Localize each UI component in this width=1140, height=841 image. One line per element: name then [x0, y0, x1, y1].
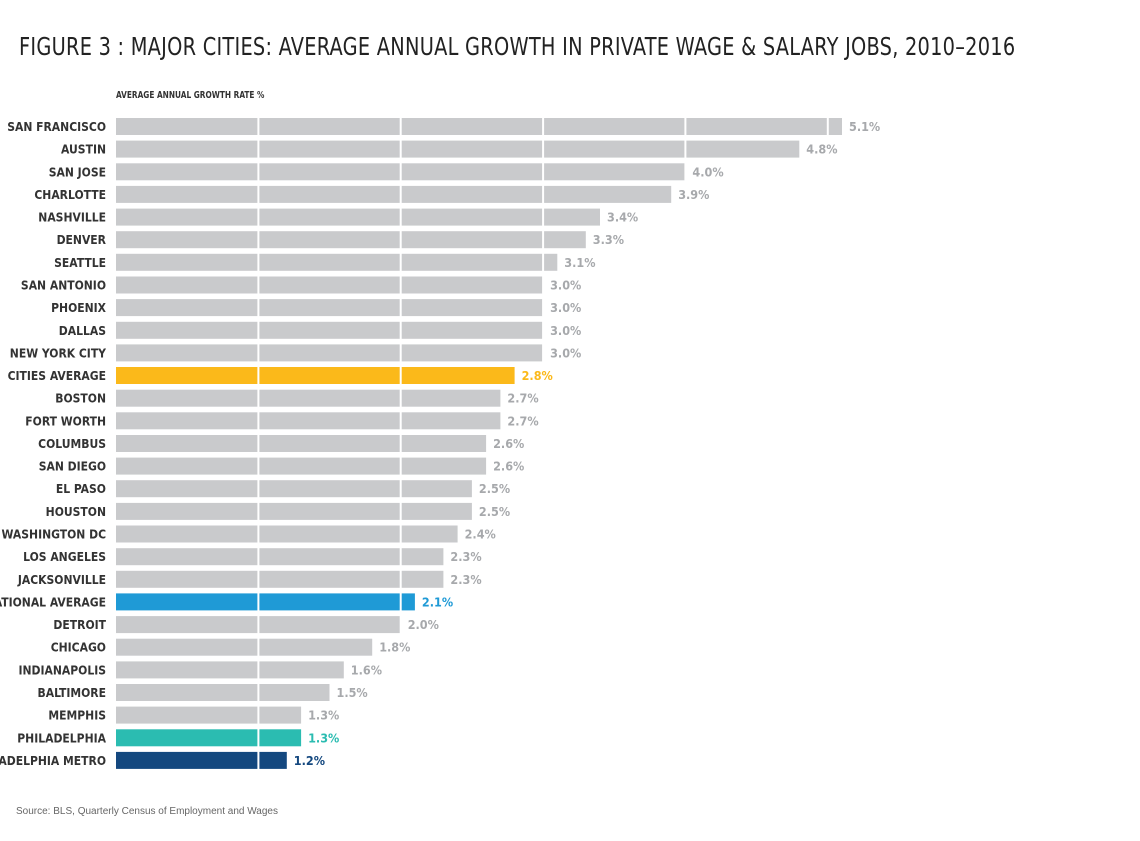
category-label-san-diego: SAN DIEGO: [39, 460, 106, 474]
x-axis-label: AVERAGE ANNUAL GROWTH RATE %: [116, 90, 265, 101]
bar-austin: [116, 140, 800, 158]
value-label-philadelphia: 1.3%: [308, 730, 339, 745]
category-label-national-average: NATIONAL AVERAGE: [0, 595, 106, 609]
bar-nashville: [116, 208, 600, 226]
category-label-cities-average: CITIES AVERAGE: [8, 369, 106, 383]
category-label-columbus: COLUMBUS: [38, 437, 106, 451]
bar-charlotte: [116, 185, 672, 203]
category-label-chicago: CHICAGO: [51, 641, 106, 655]
source-note: Source: BLS, Quarterly Census of Employm…: [16, 806, 278, 817]
value-label-philadelphia-metro: 1.2%: [294, 753, 325, 768]
bar-chicago: [116, 638, 373, 656]
bars-layer: [116, 118, 842, 769]
value-label-boston: 2.7%: [507, 391, 538, 406]
value-label-fort-worth: 2.7%: [507, 413, 538, 428]
chart-title: FIGURE 3 : MAJOR CITIES: AVERAGE ANNUAL …: [19, 32, 1016, 61]
value-label-denver: 3.3%: [593, 232, 624, 247]
value-label-cities-average: 2.8%: [522, 368, 553, 383]
category-label-san-jose: SAN JOSE: [49, 165, 106, 179]
value-label-san-francisco: 5.1%: [849, 119, 880, 134]
bar-philadelphia: [116, 729, 302, 747]
value-label-jacksonville: 2.3%: [450, 572, 481, 587]
value-label-austin: 4.8%: [806, 142, 837, 157]
bar-national-average: [116, 593, 415, 611]
value-label-national-average: 2.1%: [422, 594, 453, 609]
category-label-san-antonio: SAN ANTONIO: [21, 279, 106, 293]
value-label-chicago: 1.8%: [379, 640, 410, 655]
value-label-memphis: 1.3%: [308, 708, 339, 723]
bar-philadelphia-metro: [116, 751, 287, 769]
value-label-san-jose: 4.0%: [692, 164, 723, 179]
category-label-los-angeles: LOS ANGELES: [23, 550, 106, 564]
category-label-el-paso: EL PASO: [56, 482, 106, 496]
value-label-seattle: 3.1%: [564, 255, 595, 270]
value-label-houston: 2.5%: [479, 504, 510, 519]
bar-san-antonio: [116, 276, 544, 294]
category-label-charlotte: CHARLOTTE: [34, 188, 106, 202]
gridlines-layer: [257, 116, 829, 771]
bar-baltimore: [116, 684, 330, 701]
value-label-baltimore: 1.5%: [337, 685, 368, 700]
bar-dallas: [116, 321, 544, 339]
value-label-san-diego: 2.6%: [493, 459, 524, 474]
value-label-el-paso: 2.5%: [479, 481, 510, 496]
bar-new-york-city: [116, 344, 544, 362]
category-label-washington-dc: WASHINGTON DC: [2, 528, 107, 542]
value-label-columbus: 2.6%: [493, 436, 524, 451]
value-label-washington-dc: 2.4%: [465, 527, 496, 542]
bar-denver: [116, 231, 586, 249]
value-label-phoenix: 3.0%: [550, 300, 581, 315]
bar-columbus: [116, 435, 487, 452]
category-label-phoenix: PHOENIX: [51, 301, 107, 315]
category-label-philadelphia: PHILADELPHIA: [17, 731, 106, 745]
bar-phoenix: [116, 299, 544, 317]
bar-san-diego: [116, 457, 487, 475]
bar-washington-dc: [116, 525, 458, 543]
category-label-detroit: DETROIT: [53, 618, 106, 632]
bar-jacksonville: [116, 570, 444, 588]
category-label-dallas: DALLAS: [59, 324, 106, 338]
bar-boston: [116, 389, 501, 407]
value-label-san-antonio: 3.0%: [550, 278, 581, 293]
category-label-memphis: MEMPHIS: [48, 709, 106, 723]
value-label-los-angeles: 2.3%: [450, 549, 481, 564]
bar-houston: [116, 502, 472, 520]
category-label-jacksonville: JACKSONVILLE: [17, 573, 106, 587]
category-label-houston: HOUSTON: [46, 505, 106, 519]
category-label-nashville: NASHVILLE: [38, 211, 106, 225]
bar-indianapolis: [116, 661, 344, 679]
value-label-nashville: 3.4%: [607, 210, 638, 225]
category-label-seattle: SEATTLE: [54, 256, 106, 270]
bar-memphis: [116, 706, 302, 724]
bar-chart: SAN FRANCISCO 5.1% AUSTIN 4.8% SAN JOSE 4.0% C…: [0, 116, 880, 771]
value-label-dallas: 3.0%: [550, 323, 581, 338]
value-label-charlotte: 3.9%: [678, 187, 709, 202]
bar-fort-worth: [116, 412, 501, 430]
category-label-new-york-city: NEW YORK CITY: [10, 346, 106, 360]
value-label-detroit: 2.0%: [408, 617, 439, 632]
category-label-indianapolis: INDIANAPOLIS: [18, 663, 106, 677]
category-label-denver: DENVER: [57, 233, 107, 247]
bar-los-angeles: [116, 548, 444, 566]
bar-san-francisco: [116, 118, 842, 135]
bar-el-paso: [116, 480, 472, 498]
category-label-austin: AUSTIN: [61, 143, 106, 157]
labels-layer: SAN FRANCISCO 5.1% AUSTIN 4.8% SAN JOSE 4.0% C…: [0, 119, 880, 768]
category-label-boston: BOSTON: [55, 392, 106, 406]
bar-cities-average: [116, 367, 515, 384]
value-label-new-york-city: 3.0%: [550, 345, 581, 360]
category-label-fort-worth: FORT WORTH: [25, 414, 106, 428]
value-label-indianapolis: 1.6%: [351, 662, 382, 677]
category-label-philadelphia-metro: PHILADELPHIA METRO: [0, 754, 106, 768]
category-label-baltimore: BALTIMORE: [38, 686, 106, 700]
bar-seattle: [116, 253, 558, 271]
category-label-san-francisco: SAN FRANCISCO: [7, 120, 106, 134]
